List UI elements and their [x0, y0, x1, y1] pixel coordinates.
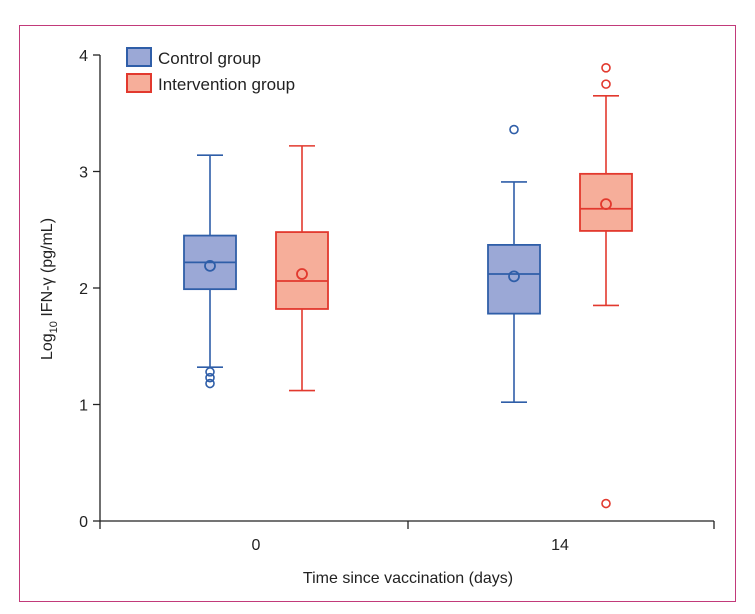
box-control-day-0	[183, 154, 237, 389]
figure-frame	[19, 25, 736, 602]
box-intervention-day-0	[275, 145, 329, 392]
mean-marker	[508, 270, 520, 283]
legend-swatch-control	[126, 47, 152, 67]
box-plot-series	[183, 63, 633, 509]
legend-label-intervention: Intervention group	[158, 75, 295, 94]
y-axis-title: Log10 IFN-γ (pg/mL)	[39, 218, 60, 360]
legend-swatch-intervention	[126, 73, 152, 93]
x-tick-label: 14	[551, 537, 569, 554]
mean-marker	[296, 268, 308, 280]
outlier-point	[601, 63, 611, 73]
y-tick-label: 2	[79, 281, 88, 298]
outlier-point	[601, 79, 611, 89]
iqr-box	[579, 172, 633, 232]
iqr-box	[275, 231, 329, 310]
box-intervention-day-14	[579, 63, 633, 509]
outlier-point	[601, 498, 611, 509]
mean-marker	[600, 198, 612, 211]
outlier-point	[205, 372, 215, 383]
legend-label-control: Control group	[158, 49, 261, 68]
x-tick-label: 0	[252, 537, 261, 554]
y-tick-label: 1	[79, 398, 88, 415]
y-tick-label: 4	[79, 48, 88, 65]
x-axis-title: Time since vaccination (days)	[303, 570, 513, 587]
x-axis: 0 14	[99, 520, 715, 554]
mean-marker	[204, 259, 216, 272]
y-axis: 0 1 2 3 4	[79, 48, 101, 531]
y-tick-label: 0	[79, 514, 88, 531]
iqr-box	[487, 243, 541, 315]
box-control-day-14	[487, 124, 541, 403]
outlier-point	[205, 367, 215, 377]
outlier-point	[205, 378, 215, 389]
y-tick-label: 3	[79, 165, 88, 182]
outlier-point	[509, 124, 519, 135]
legend: Control group Intervention group	[126, 47, 295, 94]
